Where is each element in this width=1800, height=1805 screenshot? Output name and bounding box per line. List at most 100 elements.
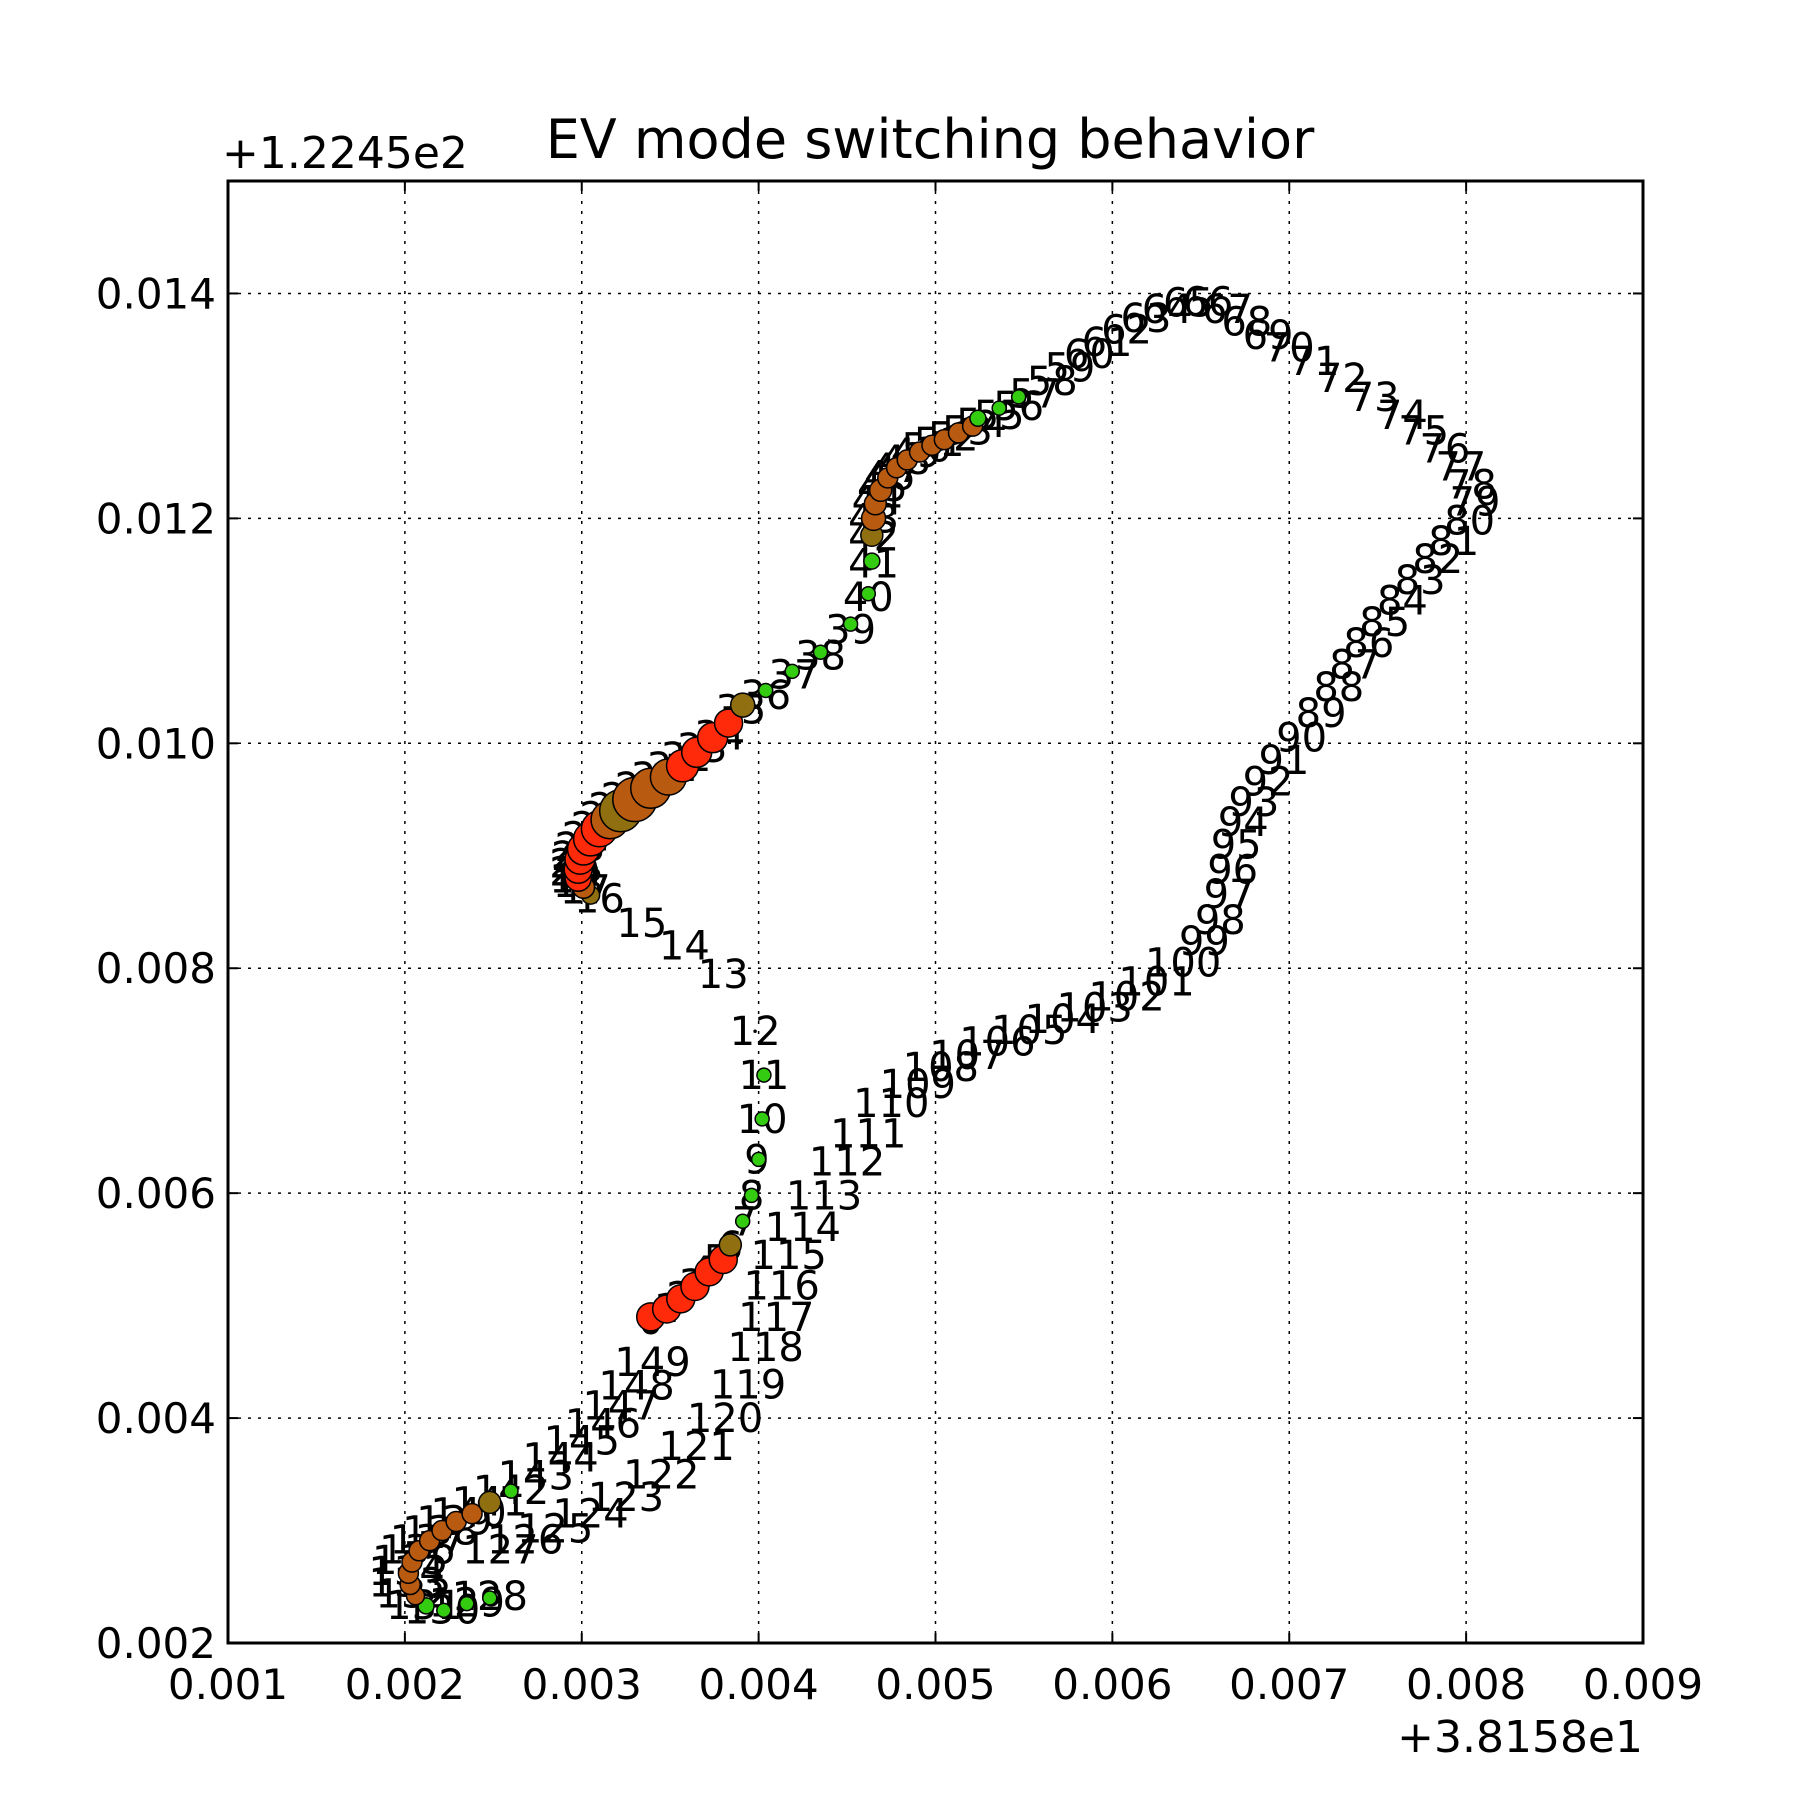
x-tick-label: 0.007 xyxy=(1229,1660,1349,1709)
point-label: 68 xyxy=(1221,300,1272,346)
point-label: 13 xyxy=(698,952,749,998)
data-point xyxy=(812,644,829,660)
point-label: 67 xyxy=(1202,287,1253,333)
point-label: 119 xyxy=(710,1362,786,1408)
y-tick-label: 0.014 xyxy=(96,269,216,318)
x-offset-label: +3.8158e1 xyxy=(1397,1712,1643,1763)
data-point xyxy=(718,1233,743,1257)
data-point xyxy=(713,708,744,738)
point-label: 60 xyxy=(1064,332,1115,378)
y-tick-label: 0.006 xyxy=(96,1169,216,1218)
x-tick-label: 0.004 xyxy=(699,1660,819,1709)
y-tick-label: 0.008 xyxy=(96,944,216,993)
markers xyxy=(397,389,1027,1619)
data-point xyxy=(757,682,774,699)
grid xyxy=(228,181,1643,1643)
y-tick-label: 0.002 xyxy=(96,1619,216,1668)
point-label: 72 xyxy=(1317,356,1368,402)
point-label: 104 xyxy=(1025,997,1101,1043)
point-label: 77 xyxy=(1435,445,1486,491)
point-labels: 0123456789101112131415161718192021222324… xyxy=(368,279,1500,1633)
point-label: 76 xyxy=(1419,427,1470,473)
point-label: 14 xyxy=(659,924,710,970)
point-label: 124 xyxy=(552,1492,628,1538)
point-label: 144 xyxy=(522,1435,598,1481)
point-label: 78 xyxy=(1446,463,1497,509)
point-label: 61 xyxy=(1082,320,1133,366)
point-label: 108 xyxy=(903,1045,979,1091)
point-label: 89 xyxy=(1296,691,1347,737)
data-point xyxy=(482,1590,498,1606)
point-label: 94 xyxy=(1218,800,1269,846)
point-label: 113 xyxy=(786,1173,862,1219)
chart-title: EV mode switching behavior xyxy=(546,108,1315,171)
point-label: 103 xyxy=(1057,986,1133,1032)
x-tick-label: 0.003 xyxy=(522,1660,642,1709)
data-point xyxy=(842,616,859,632)
point-label: 123 xyxy=(588,1475,664,1521)
y-tick-label: 0.012 xyxy=(96,494,216,543)
point-label: 107 xyxy=(929,1033,1005,1079)
data-point xyxy=(459,1595,475,1612)
data-point xyxy=(729,692,756,718)
point-label: 106 xyxy=(959,1019,1035,1065)
point-label: 88 xyxy=(1313,665,1364,711)
point-label: 92 xyxy=(1243,760,1294,806)
point-label: 84 xyxy=(1377,578,1428,624)
data-point xyxy=(750,1151,767,1168)
axis-ticks: 0.001 0.002 0.003 0.004 0.005 0.006 0.007 0.008… xyxy=(96,181,1703,1709)
point-label: 112 xyxy=(809,1140,885,1186)
point-label: 63 xyxy=(1121,296,1172,342)
point-label: 83 xyxy=(1395,558,1446,604)
point-label: 101 xyxy=(1118,960,1194,1006)
point-label: 117 xyxy=(738,1295,814,1341)
point-label: 58 xyxy=(1027,359,1078,405)
point-label: 62 xyxy=(1101,307,1152,353)
point-label: 90 xyxy=(1276,716,1327,762)
point-label: 97 xyxy=(1204,872,1255,918)
point-label: 75 xyxy=(1398,409,1449,455)
point-label: 114 xyxy=(765,1205,841,1251)
point-label: 102 xyxy=(1088,974,1164,1020)
point-label: 79 xyxy=(1450,480,1501,526)
point-label: 98 xyxy=(1195,898,1246,944)
point-label: 115 xyxy=(751,1233,827,1279)
data-point xyxy=(743,1187,760,1204)
data-point xyxy=(784,663,800,680)
point-label: 105 xyxy=(991,1008,1067,1054)
point-label: 64 xyxy=(1142,287,1193,333)
point-label: 95 xyxy=(1211,823,1262,869)
data-point xyxy=(863,552,881,570)
point-label: 80 xyxy=(1444,499,1495,545)
x-tick-label: 0.008 xyxy=(1406,1660,1526,1709)
point-label: 59 xyxy=(1044,346,1095,392)
point-label: 66 xyxy=(1182,279,1233,325)
point-label: 148 xyxy=(598,1363,674,1409)
x-tick-label: 0.009 xyxy=(1583,1660,1703,1709)
point-label: 86 xyxy=(1343,621,1394,667)
x-tick-label: 0.001 xyxy=(168,1660,288,1709)
data-point xyxy=(734,1213,751,1230)
point-label: 100 xyxy=(1145,941,1221,987)
point-label: 81 xyxy=(1428,519,1479,565)
point-label: 70 xyxy=(1264,325,1315,371)
data-point xyxy=(461,1502,483,1525)
point-label: 125 xyxy=(517,1506,593,1552)
point-label: 111 xyxy=(830,1112,906,1158)
point-label: 127 xyxy=(462,1528,538,1574)
data-point xyxy=(478,1490,502,1515)
x-tick-label: 0.005 xyxy=(875,1660,995,1709)
point-label: 71 xyxy=(1289,339,1340,385)
point-label: 15 xyxy=(616,901,667,947)
data-point xyxy=(1010,389,1027,405)
point-label: 118 xyxy=(728,1325,804,1371)
point-label: 122 xyxy=(623,1452,699,1498)
data-point xyxy=(969,409,987,428)
data-point xyxy=(754,1111,770,1127)
data-point xyxy=(753,1029,757,1033)
point-label: 74 xyxy=(1377,393,1428,439)
y-tick-label: 0.010 xyxy=(96,719,216,768)
point-label: 91 xyxy=(1258,738,1309,784)
